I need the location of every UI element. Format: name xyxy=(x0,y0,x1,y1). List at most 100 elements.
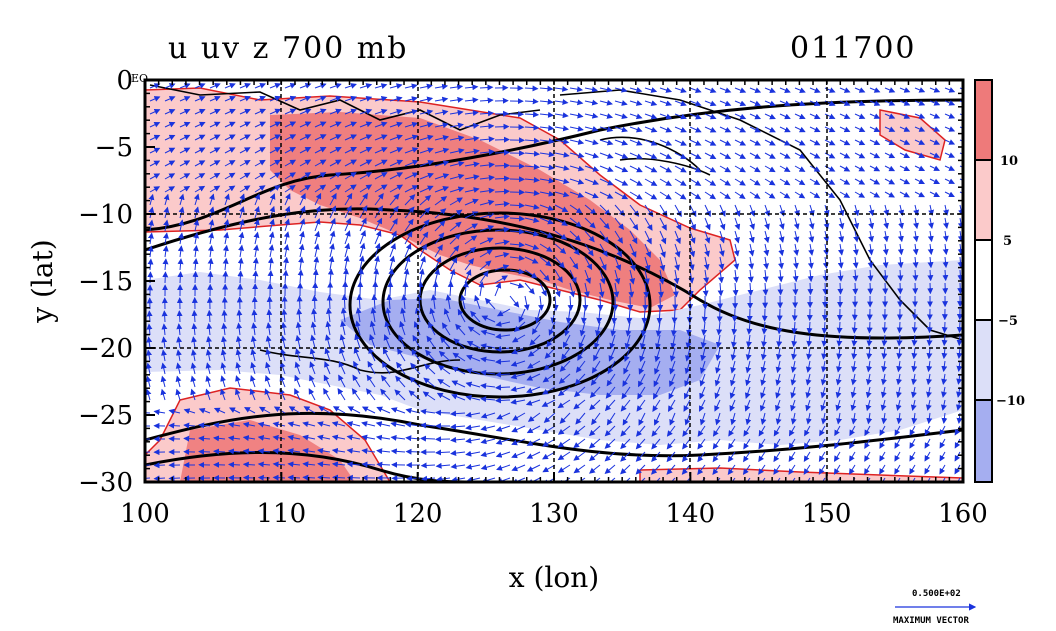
wind-vector xyxy=(149,160,161,167)
wind-vector xyxy=(554,243,567,254)
wind-vector xyxy=(239,83,251,89)
wind-vector xyxy=(899,191,910,198)
wind-vector xyxy=(614,178,629,186)
wind-vector xyxy=(957,269,963,282)
wind-vector xyxy=(314,172,327,180)
x-tick-label: 130 xyxy=(529,499,579,529)
wind-vector xyxy=(734,217,741,231)
wind-vector xyxy=(479,110,494,117)
wind-vector xyxy=(644,100,658,106)
wind-vector xyxy=(162,258,169,271)
wind-vector xyxy=(464,161,480,168)
wind-vector xyxy=(374,172,388,180)
wind-vector xyxy=(912,256,919,269)
wind-vector xyxy=(434,196,448,206)
wind-vector xyxy=(793,230,800,243)
wind-vector xyxy=(734,126,747,133)
wind-vector xyxy=(929,100,941,106)
wind-vector xyxy=(359,121,373,128)
wind-vector xyxy=(435,409,451,416)
wind-vector xyxy=(269,108,282,115)
wind-vector xyxy=(704,243,710,258)
wind-vector xyxy=(449,186,465,193)
wind-vector xyxy=(719,165,732,173)
wind-vector xyxy=(179,121,191,128)
wind-vector xyxy=(569,204,583,214)
wind-vector xyxy=(164,147,176,154)
wind-vector xyxy=(839,191,851,198)
wind-vector xyxy=(192,258,199,271)
wind-vector xyxy=(792,256,799,270)
wind-vector xyxy=(749,204,756,217)
wind-vector xyxy=(599,269,606,285)
wind-vector xyxy=(837,282,844,295)
x-axis-label: x (lon) xyxy=(509,561,599,594)
wind-vector xyxy=(689,178,702,186)
wind-vector xyxy=(673,269,680,285)
wind-vector xyxy=(148,206,155,219)
wind-vector xyxy=(298,243,305,258)
x-tick-label: 150 xyxy=(802,499,852,529)
wind-vectors xyxy=(145,82,963,482)
wind-vector xyxy=(238,231,245,245)
wind-vector xyxy=(866,321,873,334)
wind-vector xyxy=(344,108,358,115)
wind-vector xyxy=(149,109,161,115)
wind-vector xyxy=(614,269,621,285)
wind-vector xyxy=(495,397,511,404)
wind-vector xyxy=(914,87,926,93)
wind-vector xyxy=(479,123,495,130)
colorbar-label-neg10: −10 xyxy=(996,394,1025,409)
wind-vector xyxy=(839,152,851,159)
wind-vector xyxy=(719,113,732,120)
wind-vector xyxy=(224,193,230,206)
wind-vector xyxy=(314,147,327,154)
wind-vector xyxy=(914,100,926,106)
wind-vector xyxy=(957,256,963,269)
wind-vector xyxy=(223,219,230,232)
wind-vector xyxy=(209,83,221,89)
wind-vector xyxy=(554,256,565,269)
wind-vector xyxy=(554,269,563,283)
colorbar-seg-strong-neg xyxy=(975,400,992,482)
wind-vector xyxy=(539,204,555,211)
wind-vector xyxy=(808,243,815,256)
wind-vector xyxy=(584,243,594,257)
wind-vector xyxy=(284,108,297,115)
wind-vector xyxy=(359,159,373,167)
wind-vector xyxy=(146,310,153,323)
wind-vector xyxy=(314,121,327,128)
wind-vector xyxy=(897,243,904,256)
wind-vector xyxy=(269,193,276,206)
wind-vector xyxy=(584,99,599,106)
wind-vector xyxy=(419,231,429,245)
wind-vector xyxy=(659,178,672,186)
wind-vector xyxy=(524,111,540,118)
wind-vector xyxy=(494,136,510,143)
wind-vector xyxy=(614,230,623,244)
wind-vector xyxy=(317,474,331,481)
wind-vector xyxy=(464,84,479,91)
wind-vector xyxy=(147,245,154,258)
wind-vector xyxy=(163,232,169,245)
wind-vector xyxy=(253,244,260,258)
wind-vector xyxy=(314,192,322,206)
wind-vector xyxy=(239,206,245,219)
wind-vector xyxy=(749,152,761,159)
wind-vector xyxy=(269,147,281,154)
wind-vector xyxy=(748,243,755,257)
wind-vector xyxy=(869,87,881,93)
wind-vector xyxy=(882,243,889,256)
wind-vector xyxy=(404,206,415,219)
wind-vector xyxy=(389,108,403,115)
wind-vector xyxy=(147,258,154,271)
wind-vector xyxy=(524,230,540,237)
wind-vector xyxy=(629,230,638,245)
wind-vector xyxy=(704,152,717,159)
wind-vector xyxy=(899,178,911,185)
wind-vector xyxy=(716,308,723,323)
wind-vector xyxy=(944,191,955,197)
wind-vector xyxy=(793,217,800,230)
wind-vector xyxy=(794,165,806,172)
wind-vector xyxy=(582,295,589,311)
